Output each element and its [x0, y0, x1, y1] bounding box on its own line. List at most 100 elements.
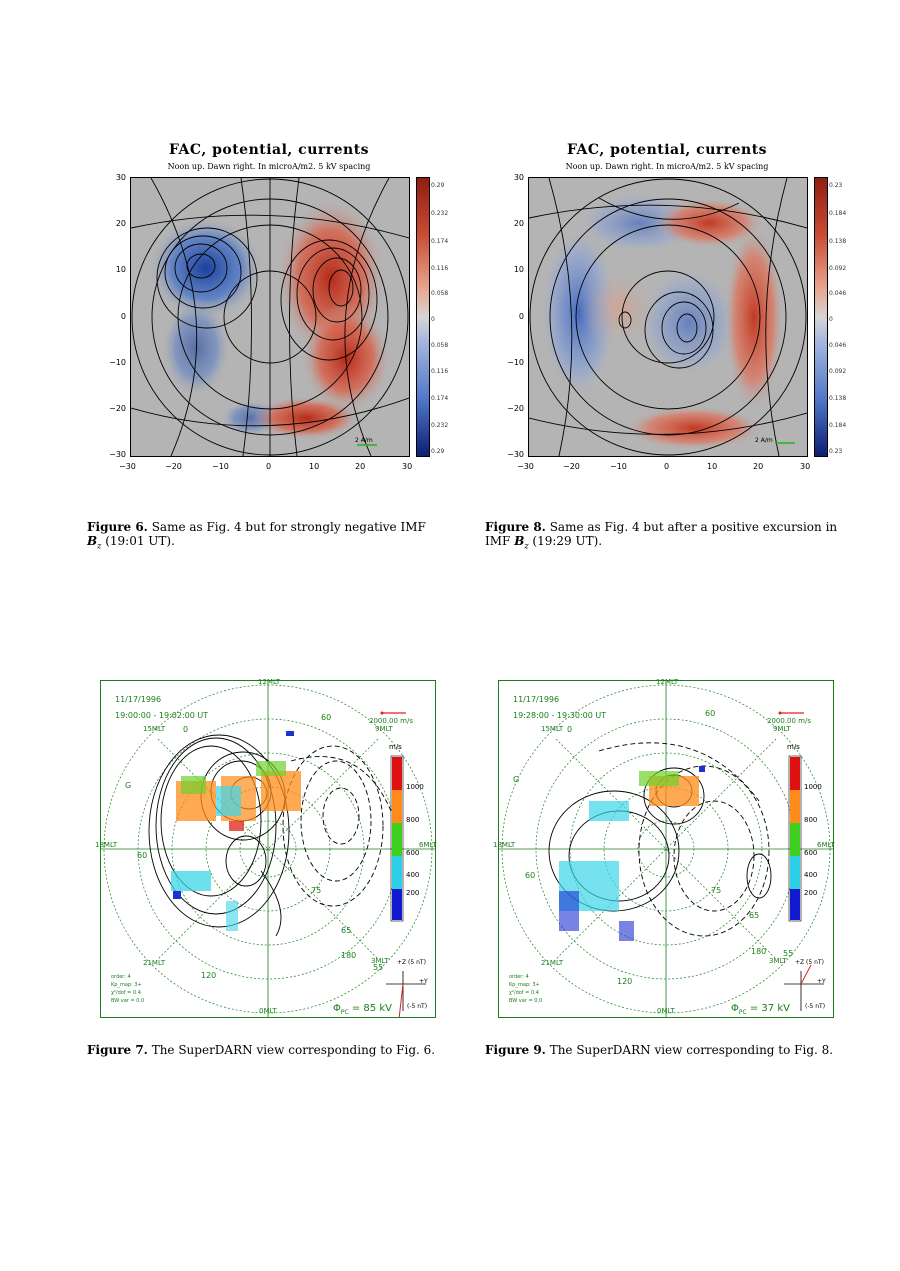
cb-tick: 0.174: [431, 238, 449, 245]
fig7-superdarn-map: 11/17/1996 19:00:00 - 19:02:00 UT 12MLT …: [95, 678, 437, 1020]
fig9-lat-label: 60: [705, 709, 716, 718]
fig7-velocity-unit: m/s: [389, 743, 402, 751]
fig6-colorbar: [416, 177, 430, 457]
y-tick: 20: [115, 219, 126, 228]
x-tick: −20: [563, 462, 580, 471]
fig9-lon-label: G: [513, 775, 520, 784]
vel-tick: 1000: [406, 783, 424, 791]
x-tick: 0: [664, 462, 670, 471]
x-tick: 10: [707, 462, 718, 471]
fig8-fac-map: 2 A/m: [528, 177, 808, 457]
fig7-potential-value: = 85 kV: [351, 1003, 392, 1014]
fig7-lat-label: 60: [137, 851, 148, 860]
fig6-caption-line2: (19:01 UT).: [105, 534, 175, 548]
x-tick: −20: [165, 462, 182, 471]
fig8-caption-label: Figure 8.: [485, 520, 546, 534]
cb-tick: 0.116: [431, 265, 449, 272]
fig9-caption-label: Figure 9.: [485, 1043, 546, 1057]
vel-tick: 1000: [804, 783, 822, 791]
vel-tick: 400: [804, 871, 818, 879]
y-tick: −30: [507, 450, 524, 459]
cb-tick: 0.046: [829, 290, 847, 297]
cb-tick: 0.092: [829, 368, 847, 375]
x-tick: 0: [266, 462, 272, 471]
fig7-mlt-0: 0MLT: [259, 1007, 277, 1015]
fig9-footer: order: 4 Kp_map: 3+ χ²/dof = 0.4 BW var …: [509, 973, 542, 1005]
fig7-potential: ΦPC = 85 kV: [333, 1003, 392, 1016]
fig7-mlt-6: 6MLT: [419, 841, 437, 849]
fig6-xticks: −30 −20 −10 0 10 20 30: [119, 462, 419, 474]
fig8-caption-line2: (19:29 UT).: [532, 534, 603, 548]
footer-line: BW var = 0.0: [111, 998, 145, 1004]
fig9-mlt-9: 9MLT: [773, 725, 791, 733]
fig9-imf-note: (-5 nT): [805, 1003, 826, 1010]
fig9-lat-label: 60: [525, 871, 536, 880]
footer-line: χ²/dof = 0.4: [111, 990, 141, 996]
y-tick: 30: [513, 173, 524, 182]
fig7-caption-text: The SuperDARN view corresponding to Fig.…: [151, 1043, 436, 1057]
fig9-date: 11/17/1996: [513, 695, 560, 704]
fig7-mlt-9: 9MLT: [375, 725, 393, 733]
fig7-caption-label: Figure 7.: [87, 1043, 148, 1057]
footer-line: χ²/dof = 0.4: [509, 990, 539, 996]
fig9-caption: Figure 9. The SuperDARN view correspondi…: [485, 1043, 865, 1057]
fig8-colorbar: [814, 177, 828, 457]
fig9-lon-label: 0: [567, 725, 573, 734]
fig7-imf-label: +Z (5 nT): [397, 959, 426, 966]
fig9-lat-label: 55: [783, 949, 794, 958]
vel-tick: 400: [406, 871, 420, 879]
x-tick: 10: [309, 462, 320, 471]
fig7-mlt-21: 21MLT: [143, 959, 166, 967]
fig6-scale-label: 2 A/m: [355, 437, 373, 444]
fig7-vector-scale: 2000.00 m/s: [369, 717, 413, 725]
fig9-mlt-0: 0MLT: [657, 1007, 675, 1015]
fig7-lon-label: 120: [201, 971, 217, 980]
cb-tick: 0.184: [829, 210, 847, 217]
y-tick: 20: [513, 219, 524, 228]
fig9-lon-label: 180: [751, 947, 767, 956]
y-tick: 10: [513, 265, 524, 274]
x-tick: −30: [517, 462, 534, 471]
bz-subscript: z: [97, 541, 102, 551]
fig7-lat-label: 65: [341, 926, 352, 935]
cb-tick: 0.058: [431, 290, 449, 297]
footer-line: Kp_map: 3+: [509, 982, 540, 988]
fig8-caption-imf: IMF: [485, 534, 511, 548]
fig7-mlt-12: 12MLT: [258, 678, 281, 686]
fig7-imf-y: +Y: [419, 978, 428, 985]
x-tick: 30: [800, 462, 811, 471]
cb-tick: 0.23: [829, 182, 843, 189]
cb-tick: 0.29: [431, 448, 445, 455]
fig9-mlt-15: 15MLT: [541, 725, 564, 733]
x-tick: −10: [610, 462, 627, 471]
fig8-caption: Figure 8. Same as Fig. 4 but after a pos…: [485, 520, 855, 553]
fig9-mlt-3: 3MLT: [769, 957, 787, 965]
cb-tick: 0.138: [829, 238, 847, 245]
fig6-caption: Figure 6. Same as Fig. 4 but for strongl…: [87, 520, 452, 553]
y-tick: −30: [109, 450, 126, 459]
cb-tick: 0.116: [431, 368, 449, 375]
y-tick: 0: [518, 312, 524, 321]
bz-symbol: B: [514, 534, 525, 548]
footer-line: Kp_map: 3+: [111, 982, 142, 988]
phi-symbol: Φ: [333, 1003, 341, 1014]
footer-line: order: 4: [111, 974, 131, 980]
y-tick: −10: [507, 358, 524, 367]
y-tick: 0: [120, 312, 126, 321]
fig7-lon-label: 180: [341, 951, 357, 960]
phi-subscript: PC: [738, 1009, 747, 1016]
cb-tick: 0.138: [829, 395, 847, 402]
cb-tick: 0.29: [431, 182, 445, 189]
cb-tick: 0: [431, 316, 435, 323]
fig7-mlt-3: 3MLT: [371, 957, 389, 965]
phi-symbol: Φ: [731, 1003, 739, 1014]
fig6-caption-label: Figure 6.: [87, 520, 148, 534]
footer-line: order: 4: [509, 974, 529, 980]
fig8-xticks: −30 −20 −10 0 10 20 30: [517, 462, 817, 474]
fig9-mlt-6: 6MLT: [817, 841, 835, 849]
cb-tick: 0.232: [431, 422, 449, 429]
fig7-mlt-18: 18MLT: [95, 841, 118, 849]
fig9-vector-scale: 2000.00 m/s: [767, 717, 811, 725]
fig7-footer: order: 4 Kp_map: 3+ χ²/dof = 0.4 BW var …: [111, 973, 144, 1005]
